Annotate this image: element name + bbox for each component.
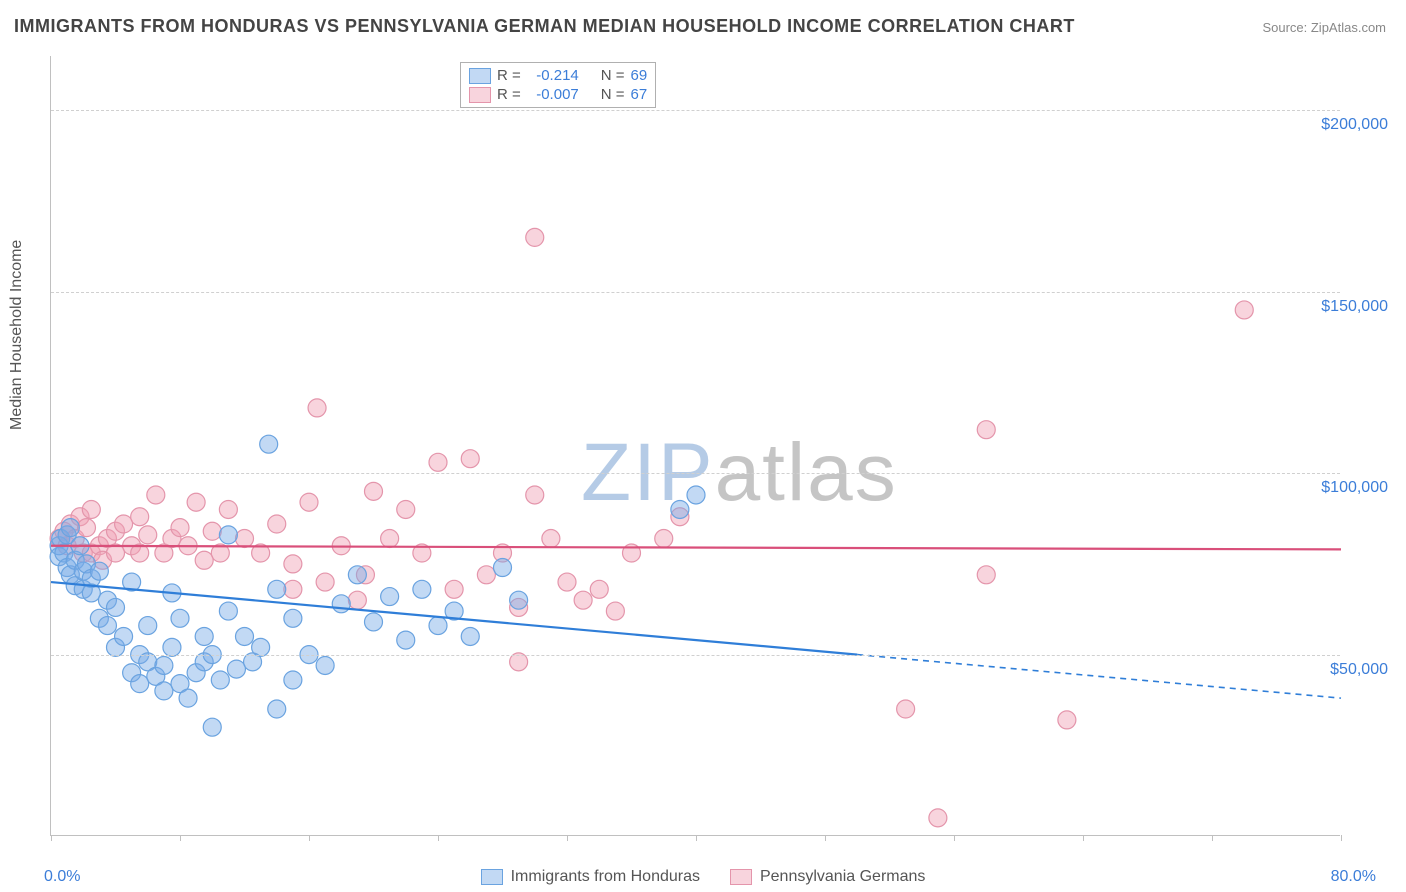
swatch-honduras	[469, 68, 491, 84]
chart-plot-area: ZIPatlas	[50, 56, 1340, 836]
n-value-pennsylvania: 67	[631, 86, 648, 103]
n-value-honduras: 69	[631, 67, 648, 84]
y-axis-label: Median Household Income	[8, 240, 26, 430]
correlation-legend: R = -0.214 N = 69 R = -0.007 N = 67	[460, 62, 656, 108]
y-tick-label: $50,000	[1330, 661, 1388, 679]
series-legend: Immigrants from Honduras Pennsylvania Ge…	[0, 868, 1406, 886]
scatter-plot-svg	[51, 56, 1340, 835]
swatch-pennsylvania	[469, 87, 491, 103]
chart-title: IMMIGRANTS FROM HONDURAS VS PENNSYLVANIA…	[14, 16, 1075, 37]
n-label: N =	[601, 67, 625, 84]
swatch-honduras-bottom	[481, 869, 503, 885]
y-tick-label: $200,000	[1321, 116, 1388, 134]
legend-row-pennsylvania: R = -0.007 N = 67	[469, 86, 647, 103]
legend-row-honduras: R = -0.214 N = 69	[469, 67, 647, 84]
legend-item-honduras: Immigrants from Honduras	[481, 868, 700, 886]
source-attribution: Source: ZipAtlas.com	[1262, 20, 1386, 35]
legend-label-pennsylvania: Pennsylvania Germans	[760, 868, 925, 886]
r-label: R =	[497, 67, 521, 84]
legend-item-pennsylvania: Pennsylvania Germans	[730, 868, 925, 886]
r-label: R =	[497, 86, 521, 103]
y-tick-label: $150,000	[1321, 298, 1388, 316]
n-label: N =	[601, 86, 625, 103]
swatch-pennsylvania-bottom	[730, 869, 752, 885]
y-tick-label: $100,000	[1321, 479, 1388, 497]
r-value-honduras: -0.214	[527, 67, 579, 84]
legend-label-honduras: Immigrants from Honduras	[511, 868, 700, 886]
r-value-pennsylvania: -0.007	[527, 86, 579, 103]
